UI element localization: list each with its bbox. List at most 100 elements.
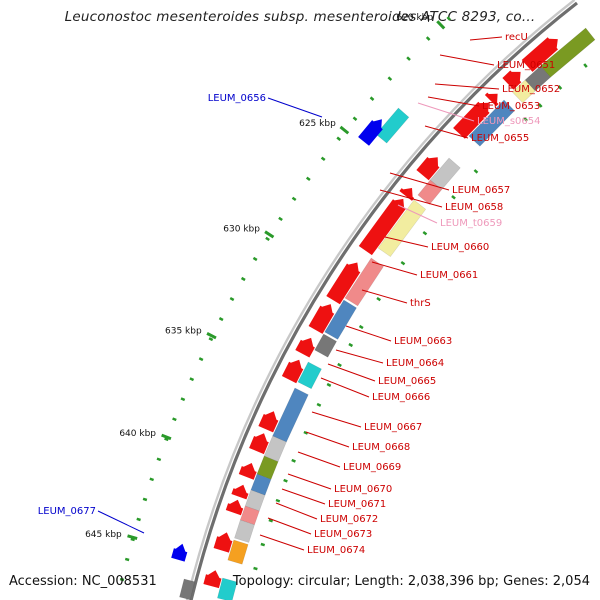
gene-label-leum_s0654[interactable]: LEUM_s0654	[477, 116, 541, 127]
gene-label-leum_0653[interactable]: LEUM_0653	[482, 101, 540, 112]
cog-block-19[interactable]	[227, 539, 249, 565]
gene-label-leum_0664[interactable]: LEUM_0664	[386, 358, 444, 369]
gene-arrow-17[interactable]	[213, 532, 233, 553]
cog-block-11[interactable]	[297, 361, 322, 390]
gene-label-leum_0663[interactable]: LEUM_0663	[394, 336, 452, 347]
gene-arrow-18[interactable]	[203, 570, 222, 589]
scale-tick-minor	[278, 216, 283, 222]
gene-arrow-7[interactable]	[358, 198, 406, 256]
gene-arrow-8[interactable]	[326, 262, 361, 305]
leader-line	[335, 349, 384, 364]
gene-arrow-6[interactable]	[399, 188, 415, 201]
leader-line	[320, 377, 370, 398]
cog-block-18[interactable]	[234, 519, 255, 543]
leader-line	[469, 36, 503, 41]
leader-line	[281, 488, 326, 505]
cog-block-4[interactable]	[468, 99, 515, 147]
scale-label-5: 640 kbp	[119, 429, 156, 439]
gene-arrow-2[interactable]	[502, 70, 522, 90]
gene-arrow-13[interactable]	[249, 433, 269, 455]
inner-tick	[422, 231, 428, 236]
gene-label-leum_0672[interactable]: LEUM_0672	[320, 514, 378, 525]
gene-label-leum_0667[interactable]: LEUM_0667	[364, 422, 422, 433]
gene-label-leum_0668[interactable]: LEUM_0668	[352, 442, 410, 453]
scale-tick-minor	[149, 477, 155, 482]
leader-line	[287, 473, 332, 490]
scale-tick-minor	[164, 437, 169, 442]
backbone-arc-inner	[185, 0, 576, 600]
gene-label-leum_0671[interactable]: LEUM_0671	[328, 499, 386, 510]
cog-block-7[interactable]	[377, 199, 427, 258]
inner-tick	[537, 103, 543, 108]
inner-tick	[337, 362, 342, 368]
reverse-gene-blue-1[interactable]	[358, 119, 383, 146]
gene-label-leum_0665[interactable]: LEUM_0665	[378, 376, 436, 387]
gene-label-thrs[interactable]: thrS	[410, 298, 431, 309]
inner-tick	[303, 430, 309, 435]
leader-line	[297, 451, 341, 468]
inner-tick	[283, 478, 288, 483]
scale-tick-minor	[180, 397, 186, 402]
gene-label-leum_0674[interactable]: LEUM_0674	[307, 545, 365, 556]
cog-block-9[interactable]	[324, 299, 357, 340]
scale-tick-major	[206, 332, 217, 340]
reverse-block-grey-1[interactable]	[179, 578, 196, 600]
gene-arrow-3[interactable]	[484, 92, 499, 107]
gene-arrow-11[interactable]	[281, 359, 304, 384]
scale-tick-minor	[136, 517, 141, 522]
gene-label-leum_0661[interactable]: LEUM_0661	[420, 270, 478, 281]
gene-label-leum_0673[interactable]: LEUM_0673	[314, 529, 372, 540]
reverse-gene-blue-2[interactable]	[171, 543, 188, 562]
gene-label-leum_0670[interactable]: LEUM_0670	[334, 484, 392, 495]
cog-block-12[interactable]	[272, 387, 309, 443]
gene-label-recu[interactable]: recU	[505, 32, 528, 43]
cog-block-8[interactable]	[344, 257, 384, 307]
scale-tick-minor	[387, 76, 393, 81]
backbone-arc	[189, 1, 578, 600]
cog-block-1[interactable]	[540, 27, 596, 78]
scale-tick-minor	[265, 236, 270, 242]
gene-label-leum_0660[interactable]: LEUM_0660	[431, 242, 489, 253]
gene-arrow-15[interactable]	[231, 484, 249, 500]
gene-label-leum_0657[interactable]: LEUM_0657	[452, 185, 510, 196]
gene-label-leum_0666[interactable]: LEUM_0666	[372, 392, 430, 403]
gene-label-leum_0655[interactable]: LEUM_0655	[471, 133, 529, 144]
gene-label-leum_0652[interactable]: LEUM_0652	[502, 84, 560, 95]
gene-arrow-12[interactable]	[258, 411, 279, 433]
gene-arrow-5[interactable]	[416, 157, 440, 181]
cog-block-10[interactable]	[314, 333, 338, 358]
inner-tick	[348, 342, 354, 348]
inner-tick	[557, 85, 563, 90]
inner-tick	[400, 260, 406, 266]
gene-arrow-9[interactable]	[308, 304, 335, 334]
gene-label-leum_0658[interactable]: LEUM_0658	[445, 202, 503, 213]
cog-block-20[interactable]	[217, 577, 238, 600]
gene-label-leum_0651[interactable]: LEUM_0651	[497, 60, 555, 71]
inner-tick	[473, 169, 479, 174]
leader-line	[424, 125, 469, 139]
leader-line	[345, 325, 392, 342]
inner-tick	[268, 518, 274, 523]
gene-label-leum_0656[interactable]: LEUM_0656	[208, 93, 266, 104]
gene-label-leum_0677[interactable]: LEUM_0677	[38, 506, 96, 517]
leader-line	[417, 102, 475, 122]
inner-tick	[583, 63, 588, 68]
scale-tick-major	[127, 534, 138, 540]
scale-tick-minor	[124, 557, 130, 562]
scale-tick-minor	[352, 116, 358, 121]
scale-tick-minor	[218, 317, 224, 322]
scale-tick-minor	[142, 497, 148, 502]
gene-arrow-1[interactable]	[521, 37, 558, 72]
reverse-block-cyan-1[interactable]	[375, 107, 410, 144]
gene-label-leum_0669[interactable]: LEUM_0669	[343, 462, 401, 473]
gene-arrow-10[interactable]	[295, 337, 315, 358]
cog-block-3[interactable]	[511, 79, 536, 104]
scale-tick-minor	[336, 136, 342, 141]
gene-label-leum_t0659[interactable]: LEUM_t0659	[440, 218, 502, 229]
leader-line	[434, 83, 500, 90]
scale-tick-minor	[240, 276, 246, 282]
leader-line	[327, 363, 376, 382]
gene-arrow-14[interactable]	[238, 463, 257, 480]
gene-arrow-16[interactable]	[225, 499, 244, 516]
